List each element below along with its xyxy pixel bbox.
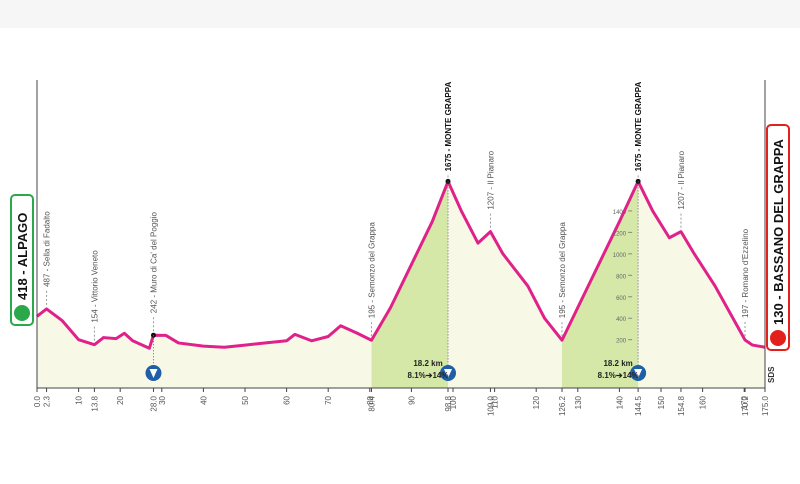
x-tick-label: 10	[75, 395, 84, 404]
x-tick-label: 28.0	[149, 395, 158, 411]
climb-gradient: 8.1%➔14%	[408, 371, 449, 380]
x-tick-label: 160	[699, 395, 708, 409]
x-tick-label: 140	[615, 395, 624, 409]
climb-gradient: 8.1%➔14%	[598, 371, 639, 380]
x-tick-label: 20	[116, 395, 125, 404]
y-tick-label: 1400	[613, 210, 627, 216]
x-tick-label: 150	[657, 395, 666, 409]
annotation: 487 - Sella di Fadalto	[43, 211, 52, 287]
x-tick-label: 2.3	[43, 395, 52, 407]
x-tick-label: 175.0	[761, 395, 770, 416]
finish-label: 130 - BASSANO DEL GRAPPA	[771, 138, 786, 325]
start-icon	[14, 305, 30, 321]
x-tick-label: 90	[407, 395, 416, 404]
annotation: 154 - Vittorio Veneto	[90, 250, 99, 323]
x-tick-label: 109.0	[486, 395, 495, 416]
climb-length: 18.2 km	[603, 359, 632, 368]
x-tick-label: 170.2	[741, 395, 750, 416]
kom-arrow	[634, 369, 643, 378]
x-tick-label: 80.4	[367, 395, 376, 411]
annotation: 1207 - Il Pianaro	[677, 150, 686, 209]
start-label: 418 - ALPAGO	[15, 213, 30, 300]
x-tick-label: 80	[366, 395, 375, 404]
y-tick-label: 200	[616, 339, 627, 345]
x-tick-label: 13.8	[90, 395, 99, 411]
climb-fill	[561, 181, 639, 388]
annotation: 1207 - Il Pianaro	[486, 150, 495, 209]
kom-arrow	[444, 369, 453, 378]
top-bar	[0, 0, 800, 28]
x-tick-label: 40	[199, 395, 208, 404]
annotation: 195 - Semonzo del Grappa	[558, 222, 567, 319]
x-tick-label: 154.8	[677, 395, 686, 416]
annotation: 1675 - MONTE GRAPPA	[444, 82, 453, 172]
credit: SDS	[767, 366, 776, 383]
x-tick-label: 60	[283, 395, 292, 404]
x-tick-label: 170	[740, 395, 749, 409]
x-tick-label: 70	[324, 395, 333, 404]
annotation: 197 - Romano d'Ezzelino	[741, 228, 750, 318]
finish-badge	[766, 124, 790, 351]
x-tick-label: 110	[491, 395, 500, 408]
elevation-line	[36, 179, 766, 350]
finish-icon	[770, 330, 786, 346]
y-tick-label: 800	[616, 274, 627, 280]
annotation: 1675 - MONTE GRAPPA	[634, 82, 643, 172]
climb-length: 18.2 km	[413, 359, 442, 368]
x-tick-label: 98.8	[444, 395, 453, 411]
x-tick-label: 130	[574, 395, 583, 409]
annotation: 195 - Semonzo del Grappa	[367, 222, 376, 319]
y-tick-label: 1200	[613, 231, 627, 237]
kom-arrow	[149, 369, 158, 378]
y-tick-label: 400	[616, 317, 627, 323]
annotation: 242 - Muro di Ca' del Poggio	[149, 212, 158, 314]
x-tick-label: 0.0	[33, 395, 42, 407]
y-tick-label: 1000	[613, 253, 627, 259]
climb-fill	[371, 181, 449, 388]
x-tick-label: 120	[532, 395, 541, 409]
y-tick-label: 600	[616, 296, 627, 302]
start-badge	[10, 194, 34, 326]
x-tick-label: 126.2	[558, 395, 567, 416]
x-tick-label: 100	[449, 395, 458, 409]
x-tick-label: 30	[158, 395, 167, 404]
x-tick-label: 144.5	[634, 395, 643, 416]
x-tick-label: 50	[241, 395, 250, 404]
